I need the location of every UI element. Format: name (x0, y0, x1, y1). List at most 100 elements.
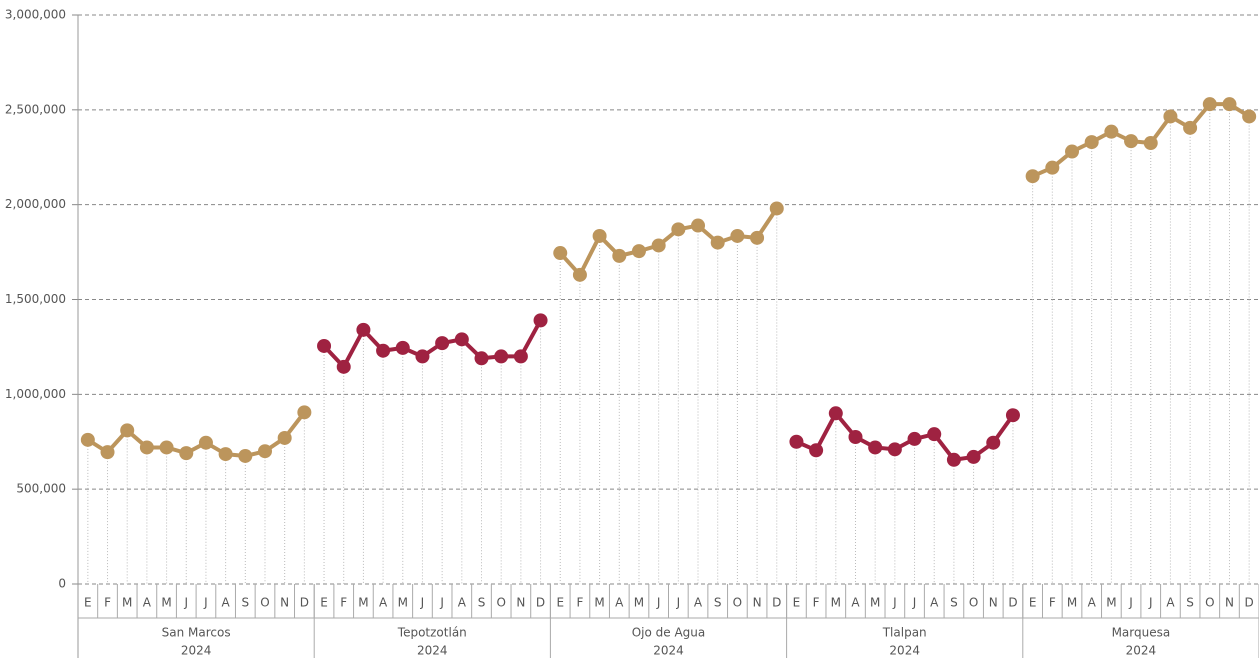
x-tick-label: D (1245, 596, 1254, 610)
point (277, 430, 292, 445)
point (1025, 169, 1040, 184)
x-tick-label: D (300, 596, 309, 610)
x-tick-label: M (1067, 596, 1077, 610)
point (238, 448, 253, 463)
group-year: 2024 (653, 644, 684, 658)
point (494, 349, 509, 364)
point (80, 432, 95, 447)
point (257, 444, 272, 459)
point (553, 246, 568, 261)
point (1222, 97, 1237, 112)
x-tick-label: J (1128, 596, 1133, 610)
group-year: 2024 (181, 644, 212, 658)
point (454, 332, 469, 347)
y-tick-label: 2,000,000 (5, 197, 66, 211)
point (139, 440, 154, 455)
y-tick-label: 1,500,000 (5, 292, 66, 306)
point (198, 435, 213, 450)
x-tick-label: F (104, 596, 111, 610)
point (297, 405, 312, 420)
point (1242, 109, 1257, 124)
point (927, 427, 942, 442)
point (1202, 97, 1217, 112)
point (986, 435, 1001, 450)
x-tick-label: J (1148, 596, 1153, 610)
x-tick-label: E (84, 596, 92, 610)
point (533, 313, 548, 328)
point (1005, 408, 1020, 423)
x-tick-label: M (358, 596, 368, 610)
x-tick-label: A (694, 596, 703, 610)
x-tick-label: A (379, 596, 388, 610)
x-tick-label: O (969, 596, 978, 610)
x-tick-label: N (1225, 596, 1234, 610)
x-tick-label: D (536, 596, 545, 610)
point (730, 228, 745, 243)
point (631, 244, 646, 259)
point (376, 343, 391, 358)
y-tick-label: 2,500,000 (5, 102, 66, 116)
point (336, 359, 351, 374)
x-tick-label: M (634, 596, 644, 610)
point (1045, 160, 1060, 175)
point (474, 351, 489, 366)
point (789, 434, 804, 449)
x-tick-label: F (576, 596, 583, 610)
point (1124, 134, 1139, 149)
x-tick-label: J (439, 596, 444, 610)
x-tick-label: E (1029, 596, 1037, 610)
x-tick-label: A (1166, 596, 1175, 610)
x-tick-label: E (556, 596, 564, 610)
x-tick-label: M (870, 596, 880, 610)
x-tick-label: F (1049, 596, 1056, 610)
y-tick-label: 500,000 (16, 482, 66, 496)
series-line (322, 319, 543, 369)
x-tick-label: J (656, 596, 661, 610)
group-label: Marquesa (1112, 626, 1171, 640)
x-tick-label: S (950, 596, 958, 610)
point (1104, 124, 1119, 139)
point (809, 443, 824, 458)
group-label: Ojo de Agua (632, 626, 706, 640)
x-tick-label: M (1106, 596, 1116, 610)
point (1143, 136, 1158, 151)
x-tick-label: M (831, 596, 841, 610)
point (750, 230, 765, 245)
point (710, 235, 725, 250)
x-tick-label: A (930, 596, 939, 610)
point (651, 238, 666, 253)
point (868, 440, 883, 455)
x-tick-label: N (280, 596, 289, 610)
group-label: San Marcos (162, 626, 231, 640)
x-tick-label: O (260, 596, 269, 610)
point (887, 442, 902, 457)
x-tick-label: S (714, 596, 722, 610)
x-tick-label: M (398, 596, 408, 610)
point (848, 430, 863, 445)
point (1065, 144, 1080, 159)
x-tick-label: O (496, 596, 505, 610)
x-tick-label: J (912, 596, 917, 610)
x-tick-label: E (793, 596, 801, 610)
y-tick-label: 3,000,000 (5, 8, 66, 22)
point (356, 322, 371, 337)
series-line (1031, 102, 1251, 179)
point (612, 248, 627, 263)
group-year: 2024 (1126, 644, 1157, 658)
y-tick-label: 0 (58, 577, 66, 591)
point (100, 445, 115, 460)
x-tick-label: N (989, 596, 998, 610)
group-year: 2024 (889, 644, 920, 658)
x-tick-label: E (320, 596, 328, 610)
point (159, 440, 174, 455)
x-tick-label: J (203, 596, 208, 610)
x-tick-label: O (1205, 596, 1214, 610)
series-line (795, 411, 1015, 462)
x-tick-label: J (892, 596, 897, 610)
point (435, 336, 450, 351)
point (572, 267, 587, 282)
point (691, 218, 706, 233)
x-tick-label: J (420, 596, 425, 610)
x-tick-label: F (340, 596, 347, 610)
x-tick-label: F (813, 596, 820, 610)
